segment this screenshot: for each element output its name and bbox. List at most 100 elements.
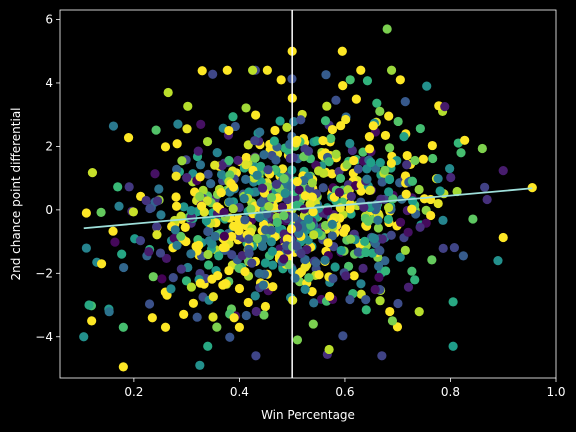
data-point [347, 145, 357, 156]
data-point [323, 238, 333, 248]
data-point [163, 87, 173, 98]
data-point [382, 24, 392, 34]
data-point [247, 258, 257, 268]
data-point [477, 143, 487, 154]
data-point [345, 294, 355, 305]
data-point [180, 222, 190, 232]
data-point [179, 202, 189, 212]
data-point [375, 246, 385, 256]
data-point [445, 164, 455, 174]
data-point [385, 143, 395, 153]
data-point [252, 233, 262, 244]
data-point [243, 140, 253, 150]
data-point [268, 282, 278, 292]
data-point [362, 174, 372, 184]
data-point [323, 206, 333, 216]
data-point [260, 258, 271, 268]
x-tick-label: 0.6 [335, 385, 354, 399]
data-point [160, 322, 171, 332]
data-point [183, 101, 193, 111]
data-point [246, 204, 256, 214]
data-point [422, 81, 432, 91]
data-point [366, 157, 376, 168]
data-point [272, 217, 282, 227]
data-point [171, 201, 182, 211]
lines-layer [83, 10, 533, 378]
data-point [456, 148, 466, 158]
data-point [113, 182, 123, 192]
data-point [172, 164, 182, 174]
data-point [234, 322, 244, 332]
y-tick-label: 2 [45, 139, 53, 153]
y-axis-label: 2nd chance point differential [9, 107, 23, 280]
data-point [218, 280, 228, 290]
data-point [222, 65, 232, 75]
data-point [407, 266, 417, 276]
data-point [250, 135, 260, 146]
data-point [307, 287, 317, 297]
y-tick-label: −2 [35, 266, 53, 280]
data-point [327, 231, 337, 241]
data-point [341, 114, 351, 125]
data-point [192, 312, 202, 322]
data-point [217, 161, 227, 171]
data-point [240, 267, 250, 277]
data-point [275, 116, 285, 126]
data-point [322, 101, 332, 111]
data-point [375, 158, 385, 168]
data-point [395, 252, 405, 262]
data-point [271, 179, 282, 189]
data-point [372, 98, 382, 108]
data-point [289, 212, 299, 222]
data-point [280, 188, 290, 198]
data-point [309, 230, 319, 240]
data-point [144, 247, 154, 257]
data-point [361, 247, 371, 258]
data-point [110, 237, 120, 247]
data-point [402, 160, 412, 170]
data-point [195, 172, 205, 182]
data-point [448, 297, 458, 307]
data-point [345, 204, 355, 214]
data-point [386, 65, 397, 75]
data-point [361, 295, 371, 305]
data-point [176, 231, 186, 241]
data-point [384, 174, 395, 185]
data-point [400, 97, 410, 107]
y-axis-ticks: −4 −2 0 2 4 6 [35, 13, 60, 344]
data-point [228, 112, 238, 122]
data-point [364, 144, 375, 154]
data-point [197, 66, 207, 76]
data-point [241, 174, 251, 184]
data-point [96, 207, 106, 217]
data-point [328, 273, 338, 284]
data-point [402, 150, 412, 161]
data-point [438, 243, 448, 254]
data-point [241, 152, 251, 163]
data-point [308, 319, 318, 329]
data-point [224, 125, 234, 136]
data-point [244, 234, 254, 244]
data-point [480, 182, 490, 192]
data-point [195, 191, 205, 202]
data-point [177, 156, 187, 166]
data-point [326, 133, 336, 144]
data-point [446, 172, 456, 183]
data-point [318, 183, 328, 193]
data-point [228, 182, 239, 192]
data-point [195, 360, 205, 370]
data-point [288, 153, 298, 163]
data-point [387, 316, 398, 326]
data-point [415, 123, 425, 134]
data-point [227, 250, 237, 260]
data-point [135, 236, 146, 246]
y-tick-label: 0 [45, 203, 53, 217]
data-point [251, 187, 261, 197]
data-point [468, 214, 478, 224]
data-point [330, 262, 340, 272]
data-point [320, 116, 331, 126]
data-point [114, 201, 124, 211]
data-point [257, 241, 268, 251]
data-point [363, 216, 373, 226]
